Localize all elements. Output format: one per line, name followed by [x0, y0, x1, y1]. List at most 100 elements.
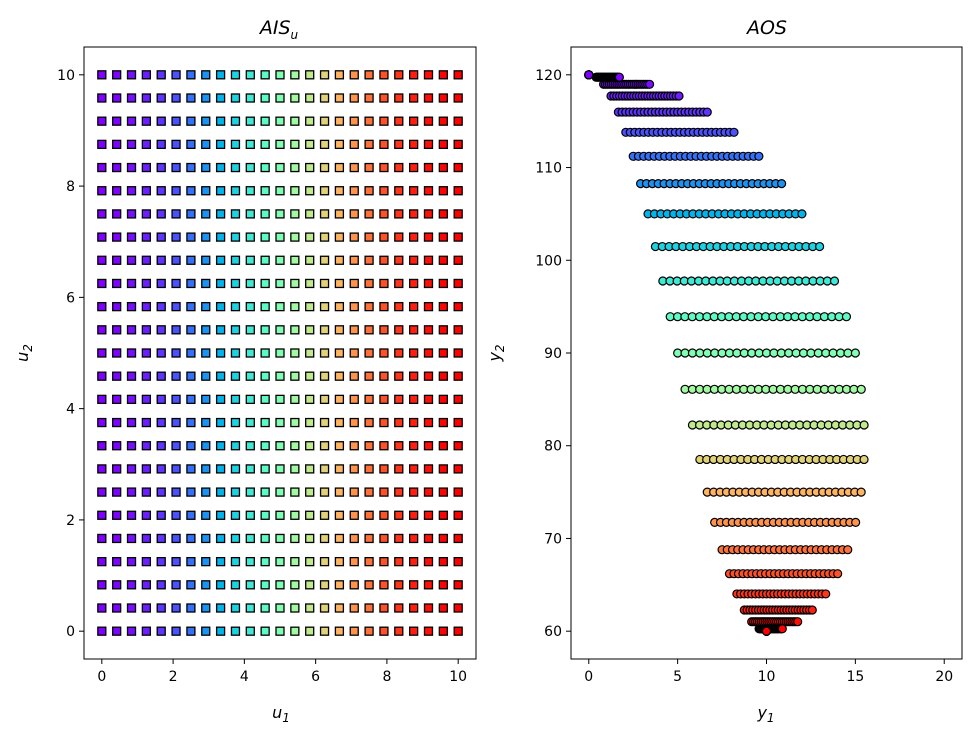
ais-point	[290, 487, 300, 497]
ais-point	[112, 116, 122, 126]
ais-point	[186, 209, 196, 219]
ais-point	[379, 301, 389, 312]
ais-point	[334, 626, 345, 636]
aos-point	[859, 454, 869, 465]
ais-point	[97, 464, 107, 474]
ais-point	[423, 255, 434, 265]
ais-point	[215, 626, 226, 636]
right-y-tick-label-3: 90	[544, 346, 562, 362]
ais-point	[349, 626, 359, 636]
ais-point	[260, 232, 270, 242]
ais-point	[141, 278, 152, 289]
ais-point	[305, 464, 315, 474]
ais-point	[423, 186, 434, 196]
ais-point	[394, 278, 404, 289]
ais-point	[215, 580, 226, 590]
ais-point	[171, 464, 181, 474]
ais-point	[201, 278, 211, 289]
ais-point	[186, 417, 196, 428]
ais-point	[394, 510, 404, 520]
ais-point	[290, 580, 300, 590]
ais-point	[394, 186, 404, 196]
right-y-tick-label-5: 110	[535, 161, 562, 177]
right-x-tick-label-1: 5	[673, 669, 682, 685]
ais-point	[97, 186, 107, 196]
ais-point	[290, 441, 300, 451]
ais-point	[349, 603, 359, 613]
ais-point	[126, 93, 137, 103]
aos-point	[754, 151, 764, 161]
ais-point	[364, 116, 374, 126]
ais-point	[408, 186, 419, 196]
ais-point	[186, 325, 196, 335]
ais-point	[201, 325, 211, 335]
ais-point	[319, 209, 330, 219]
ais-point	[97, 487, 107, 497]
ais-point	[230, 139, 241, 150]
ais-point	[260, 162, 270, 173]
ais-point	[379, 162, 389, 173]
ais-point	[141, 232, 152, 242]
ais-point	[438, 255, 448, 265]
ais-point	[245, 533, 255, 544]
ais-point	[408, 301, 419, 312]
ais-point	[141, 139, 152, 150]
aos-point	[674, 91, 684, 101]
ais-point	[334, 116, 345, 126]
ais-point	[423, 464, 434, 474]
ais-point	[334, 278, 345, 289]
ais-point	[186, 603, 196, 613]
left-y-tick-label-0: 0	[66, 624, 75, 640]
ais-point	[319, 464, 330, 474]
ais-point	[186, 116, 196, 126]
ais-point	[408, 116, 419, 126]
ais-point	[408, 603, 419, 613]
ais-point	[394, 116, 404, 126]
ais-point	[423, 510, 434, 520]
ais-point	[334, 139, 345, 150]
aos-point	[761, 626, 772, 636]
ais-point	[186, 487, 196, 497]
ais-point	[379, 371, 389, 381]
ais-point	[305, 325, 315, 335]
ais-point	[319, 232, 330, 242]
ais-point	[141, 441, 152, 451]
ais-point	[319, 556, 330, 567]
ais-point	[245, 278, 255, 289]
ais-point	[453, 556, 463, 567]
ais-point	[290, 394, 300, 405]
ais-point	[112, 556, 122, 567]
ais-point	[305, 394, 315, 405]
ais-point	[453, 93, 463, 103]
ais-point	[319, 139, 330, 150]
ais-point	[364, 464, 374, 474]
ais-point	[245, 209, 255, 219]
ais-point	[423, 371, 434, 381]
ais-point	[423, 70, 434, 80]
ais-point	[453, 394, 463, 405]
ais-point	[230, 626, 241, 636]
left-x-tick-label-5: 10	[449, 669, 467, 685]
ais-point	[364, 162, 374, 173]
left-points	[97, 70, 463, 636]
ais-point	[408, 556, 419, 567]
ais-point	[112, 255, 122, 265]
ais-point	[186, 278, 196, 289]
ais-point	[364, 417, 374, 428]
ais-point	[186, 139, 196, 150]
ais-point	[379, 533, 389, 544]
ais-point	[438, 510, 448, 520]
ais-point	[126, 626, 137, 636]
ais-point	[379, 464, 389, 474]
ais-point	[334, 464, 345, 474]
ais-point	[438, 209, 448, 219]
ais-point	[97, 209, 107, 219]
ais-point	[423, 417, 434, 428]
ais-point	[141, 487, 152, 497]
ais-point	[245, 255, 255, 265]
ais-point	[156, 533, 166, 544]
left-y-tick-label-4: 8	[66, 179, 75, 195]
ais-point	[186, 70, 196, 80]
ais-point	[112, 278, 122, 289]
ais-point	[349, 232, 359, 242]
